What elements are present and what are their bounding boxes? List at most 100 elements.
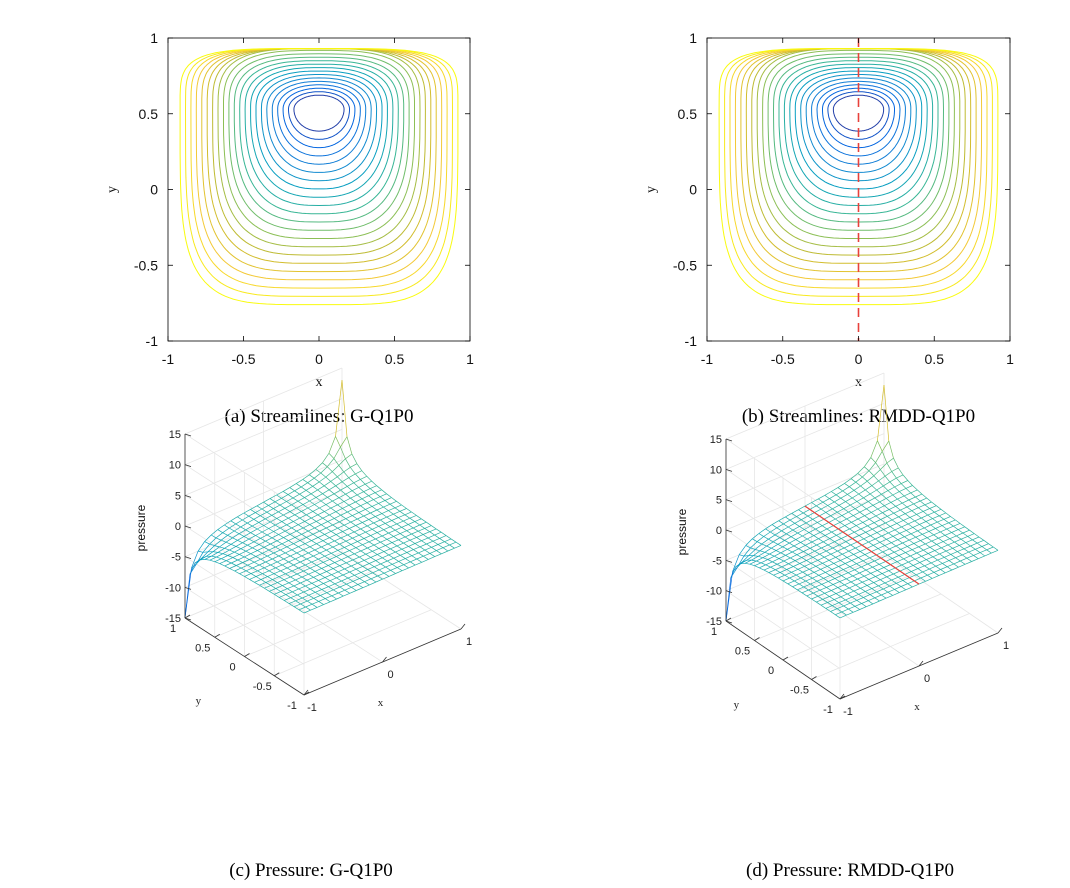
mesh-line xyxy=(893,512,899,518)
mesh-line xyxy=(318,476,327,483)
mesh-line xyxy=(836,535,842,539)
mesh-line xyxy=(418,549,426,554)
mesh-line xyxy=(261,505,269,510)
mesh-line xyxy=(294,537,301,541)
mesh-line xyxy=(282,582,290,586)
mesh-line xyxy=(317,537,324,541)
mesh-line xyxy=(337,547,345,551)
mesh-line xyxy=(819,587,827,591)
mesh-line xyxy=(900,583,908,587)
mesh-line xyxy=(751,555,759,561)
mesh-line xyxy=(870,512,877,517)
mesh-line xyxy=(315,592,321,596)
mesh-line xyxy=(908,499,914,505)
y-tick-label: 0 xyxy=(229,662,235,674)
mesh-line xyxy=(300,582,306,587)
mesh-line xyxy=(354,572,362,576)
mesh-line xyxy=(308,591,316,596)
mesh-line xyxy=(945,512,951,517)
mesh-line xyxy=(386,493,392,498)
mesh-line xyxy=(386,513,394,518)
mesh-line xyxy=(397,564,404,568)
x-tick-label: -1 xyxy=(307,702,317,714)
mesh-line xyxy=(281,521,287,526)
mesh-line xyxy=(806,556,814,561)
mesh-line xyxy=(927,511,935,516)
mesh-line xyxy=(288,558,296,563)
mesh-line xyxy=(269,494,277,499)
mesh-line xyxy=(326,589,334,594)
mesh-line xyxy=(406,530,412,535)
mesh-line xyxy=(748,549,756,556)
mesh-line xyxy=(248,512,256,517)
mesh-line xyxy=(388,529,396,534)
mesh-line xyxy=(921,556,927,560)
mesh-line xyxy=(816,544,822,549)
mesh-line xyxy=(923,549,929,554)
y-axis-label: y xyxy=(734,699,740,711)
mesh-line xyxy=(305,606,311,611)
mesh-line xyxy=(423,553,431,557)
mesh-line xyxy=(942,563,948,567)
mesh-line xyxy=(873,469,881,477)
mesh-line xyxy=(953,560,961,565)
mesh-line xyxy=(970,545,976,550)
mesh-line xyxy=(311,561,317,566)
mesh-line xyxy=(357,562,363,567)
mesh-line xyxy=(351,565,357,570)
mesh-line xyxy=(823,538,830,543)
mesh-line xyxy=(900,586,907,591)
mesh-line xyxy=(794,519,802,524)
mesh-line xyxy=(358,512,365,517)
mesh-line xyxy=(948,557,956,561)
mesh-line xyxy=(243,509,251,514)
mesh-line xyxy=(427,534,435,539)
mesh-line xyxy=(287,588,293,593)
mesh-line xyxy=(905,510,912,515)
mesh-line xyxy=(845,563,851,567)
mesh-line xyxy=(813,531,821,536)
mesh-line xyxy=(221,558,227,562)
mesh-line xyxy=(306,537,312,541)
mesh-line xyxy=(888,567,896,572)
mesh-line xyxy=(369,581,377,586)
mesh-line xyxy=(421,559,429,563)
z-tick-mark xyxy=(184,525,192,529)
mesh-line xyxy=(936,541,944,545)
mesh-line xyxy=(277,561,283,566)
mesh-line xyxy=(437,544,444,548)
mesh-line xyxy=(834,578,840,582)
mesh-line xyxy=(343,592,350,597)
mesh-line xyxy=(390,526,396,531)
mesh-line xyxy=(414,540,422,544)
mesh-line xyxy=(911,571,917,576)
mesh-line xyxy=(830,511,838,517)
mesh-line xyxy=(876,532,883,537)
mesh-line xyxy=(786,529,794,535)
mesh-line xyxy=(798,544,806,550)
mesh-line xyxy=(983,540,989,544)
z-tick-label: 10 xyxy=(169,460,181,472)
mesh-line xyxy=(888,509,895,514)
mesh-line xyxy=(325,598,331,603)
mesh-line xyxy=(838,563,846,567)
mesh-line xyxy=(260,534,268,539)
mesh-line xyxy=(881,532,889,537)
mesh-line xyxy=(834,538,842,543)
mesh-line xyxy=(859,508,867,513)
mesh-line xyxy=(914,577,921,582)
mesh-line xyxy=(220,539,227,543)
mesh-line xyxy=(828,556,836,561)
mesh-line xyxy=(328,485,336,491)
mesh-line xyxy=(854,606,860,610)
mesh-line xyxy=(841,515,847,520)
mesh-line xyxy=(900,509,906,514)
mesh-line xyxy=(836,531,844,536)
mesh-line xyxy=(777,543,783,548)
mesh-line xyxy=(832,504,840,510)
z-tick-mark xyxy=(184,586,192,590)
mesh-line xyxy=(862,476,868,482)
mesh-line xyxy=(840,593,848,598)
mesh-line xyxy=(869,557,875,562)
mesh-line xyxy=(222,532,228,536)
